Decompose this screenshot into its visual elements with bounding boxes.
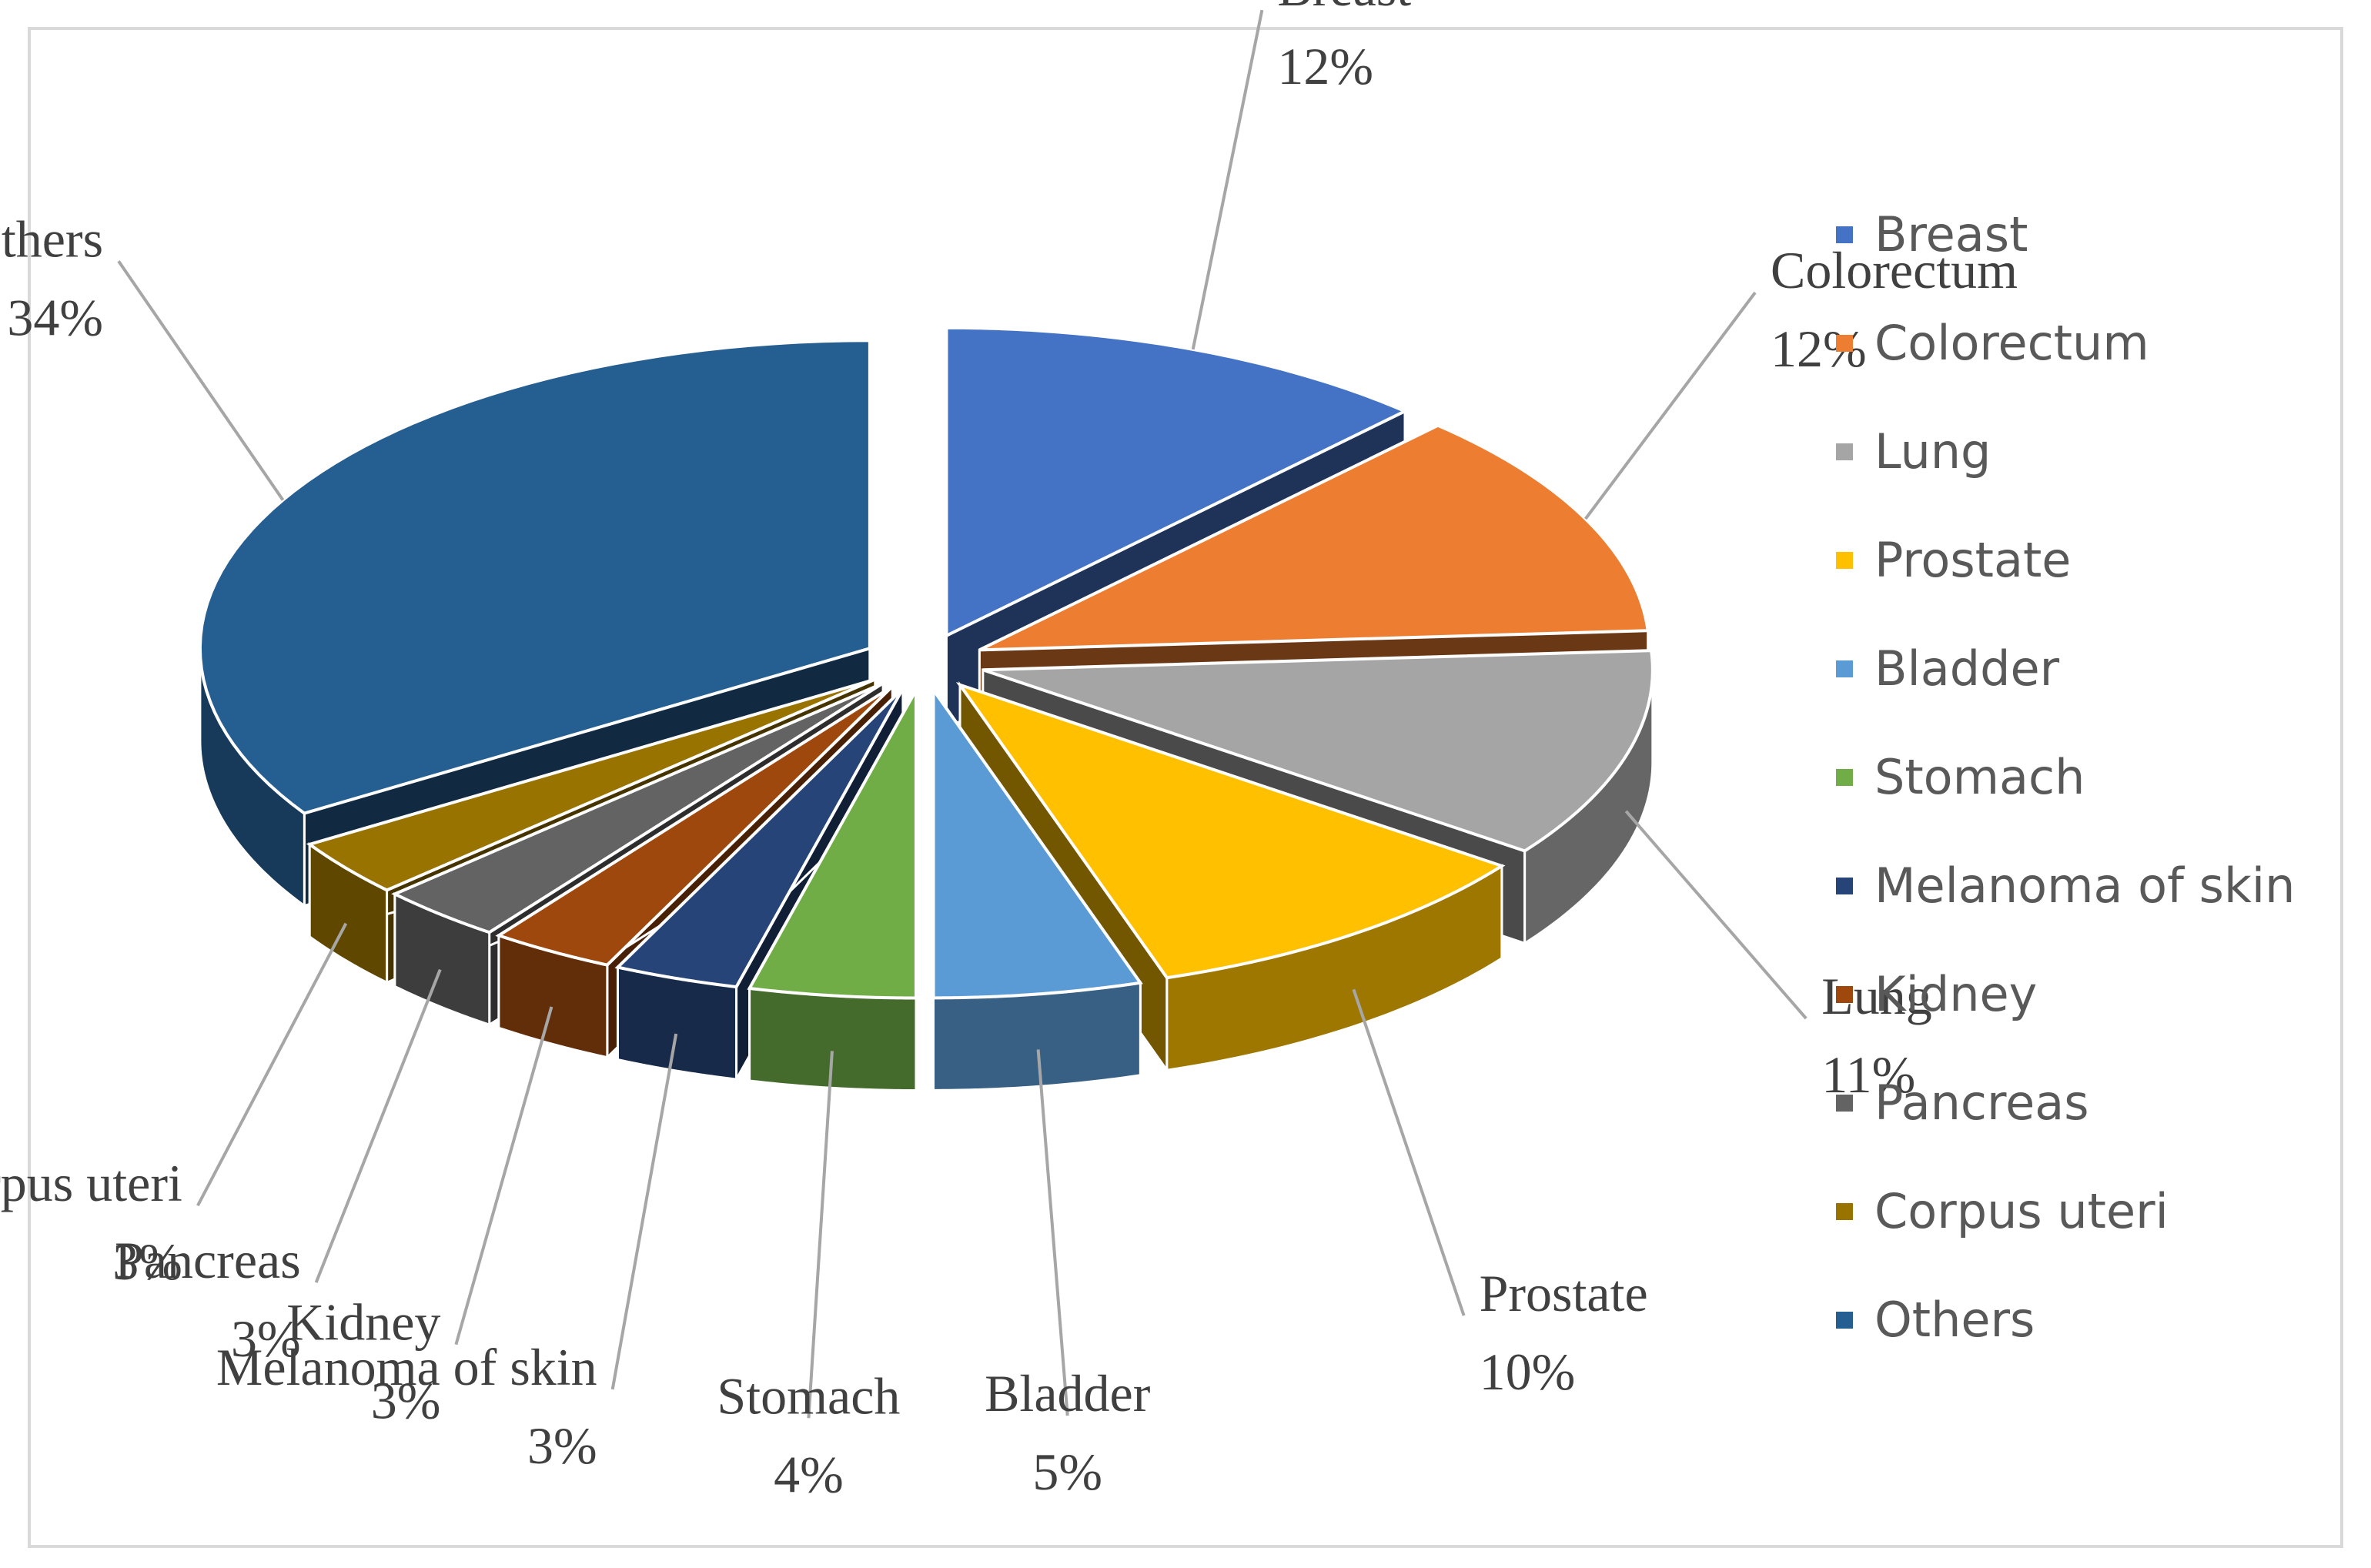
legend-label-breast: Breast xyxy=(1874,206,2028,262)
leader-kidney xyxy=(454,1006,553,1346)
slice-melanoma-of-skin xyxy=(614,687,905,989)
legend-swatch-others xyxy=(1836,1312,1853,1329)
slice-bladder xyxy=(931,685,1143,1000)
leader-lines xyxy=(117,9,1808,1419)
slice-breast xyxy=(945,326,1409,638)
label-name-others: Others xyxy=(0,209,103,268)
legend-label-others: Others xyxy=(1874,1292,2035,1348)
label-name-kidney: Kidney xyxy=(286,1293,440,1352)
legend-swatch-kidney xyxy=(1836,986,1853,1003)
legend-label-bladder: Bladder xyxy=(1874,640,2060,697)
leader-corpus-uteri xyxy=(196,922,348,1207)
legend-swatch-stomach xyxy=(1836,769,1853,786)
leader-stomach xyxy=(807,1051,834,1419)
label-value-prostate: 10% xyxy=(1480,1342,1576,1401)
leader-pancreas xyxy=(314,968,442,1283)
label-value-corpus-uteri: 3% xyxy=(112,1232,182,1291)
slice-pancreas xyxy=(391,681,885,934)
leader-lung xyxy=(1624,810,1808,1020)
leader-prostate xyxy=(1352,988,1466,1316)
legend-label-lung: Lung xyxy=(1874,423,1991,480)
slice-stomach xyxy=(747,684,918,1000)
legend-swatch-lung xyxy=(1836,443,1853,460)
slice-kidney xyxy=(495,684,894,967)
label-name-pancreas: Pancreas xyxy=(115,1231,301,1289)
slice-lung xyxy=(982,649,1654,853)
pie-top-faces xyxy=(198,326,1654,1000)
leader-others xyxy=(117,260,285,501)
label-value-bladder: 5% xyxy=(1032,1443,1102,1501)
label-name-colorectum: Colorectum xyxy=(1771,241,2018,299)
legend-label-pancreas: Pancreas xyxy=(1874,1075,2089,1131)
label-name-melanoma-of-skin: Melanoma of skin xyxy=(216,1338,597,1396)
label-name-stomach: Stomach xyxy=(717,1366,900,1425)
slice-labels: Breast12%Colorectum12%Lung11%Prostate10%… xyxy=(0,0,2018,1503)
slice-rim-stomach xyxy=(748,987,918,1092)
label-value-breast: 12% xyxy=(1277,37,1373,95)
legend-swatch-corpus-uteri xyxy=(1836,1203,1853,1220)
label-name-breast: Breast xyxy=(1277,0,1411,17)
legend-swatch-breast xyxy=(1836,226,1853,243)
label-name-bladder: Bladder xyxy=(985,1364,1151,1423)
label-value-lung: 11% xyxy=(1821,1045,1915,1104)
legend: Breast Colorectum Lung Prostate Bladder Stoma… xyxy=(1836,206,2295,1348)
legend-label-corpus-uteri: Corpus uteri xyxy=(1874,1183,2169,1239)
label-name-prostate: Prostate xyxy=(1480,1264,1648,1322)
slice-prostate xyxy=(955,681,1506,980)
leader-bladder xyxy=(1036,1049,1069,1416)
label-value-others: 34% xyxy=(7,288,103,346)
leader-melanoma-of-skin xyxy=(610,1033,678,1390)
legend-swatch-melanoma-of-skin xyxy=(1836,878,1853,894)
leader-colorectum xyxy=(1583,291,1757,520)
label-value-stomach: 4% xyxy=(774,1445,844,1503)
legend-label-kidney: Kidney xyxy=(1874,966,2037,1022)
legend-label-stomach: Stomach xyxy=(1874,749,2085,805)
legend-swatch-pancreas xyxy=(1836,1095,1853,1112)
slice-corpus-uteri xyxy=(306,677,876,892)
label-name-corpus-uteri: Corpus uteri xyxy=(0,1154,182,1212)
label-value-kidney: 3% xyxy=(371,1372,441,1430)
legend-swatch-colorectum xyxy=(1836,335,1853,352)
legend-swatch-prostate xyxy=(1836,552,1853,569)
slice-others xyxy=(198,339,871,815)
label-value-pancreas: 3% xyxy=(231,1309,301,1368)
legend-label-melanoma-of-skin: Melanoma of skin xyxy=(1874,858,2295,914)
leader-breast xyxy=(1191,9,1264,350)
legend-label-colorectum: Colorectum xyxy=(1874,315,2149,371)
label-value-melanoma-of-skin: 3% xyxy=(527,1416,597,1475)
legend-label-prostate: Prostate xyxy=(1874,532,2071,588)
legend-swatch-bladder xyxy=(1836,660,1853,677)
